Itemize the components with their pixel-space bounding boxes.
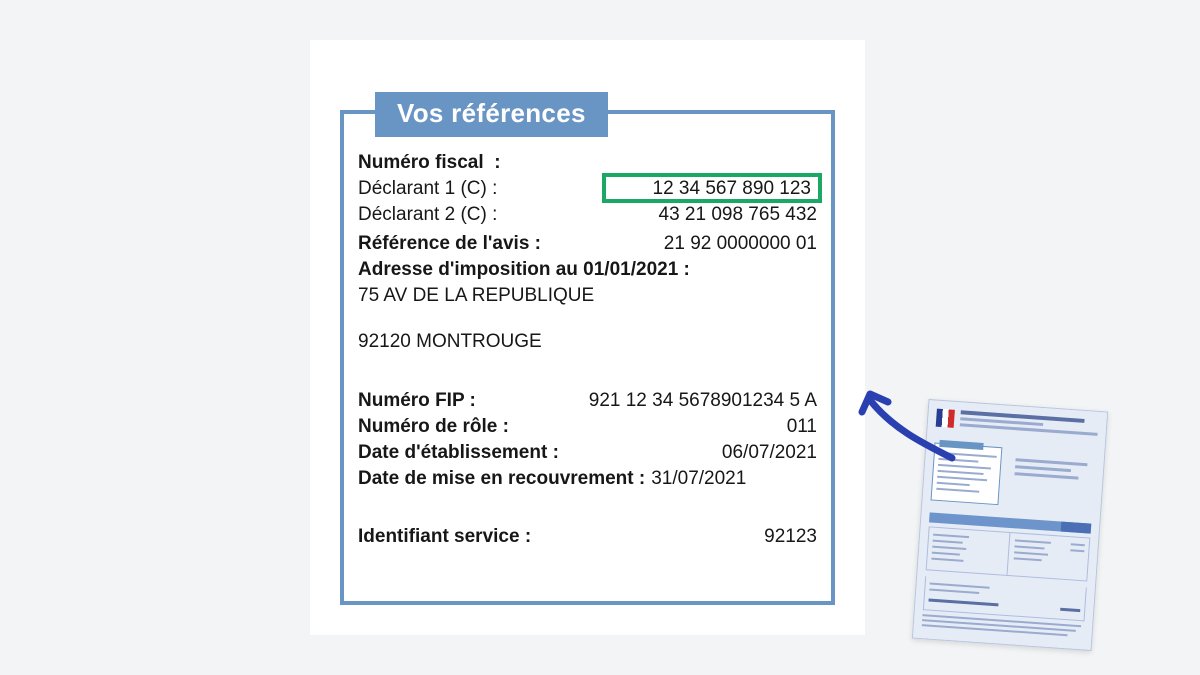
thumb-table: [926, 526, 1091, 581]
numero-fiscal-label: Numéro fiscal :: [358, 150, 501, 176]
reference-card: Vos références Numéro fiscal : Déclarant…: [310, 40, 865, 635]
thumb-summary: [923, 576, 1087, 621]
reference-avis-label: Référence de l'avis :: [358, 231, 541, 257]
adresse-line2: 92120 MONTROUGE: [358, 329, 542, 355]
numero-fip-value: 921 12 34 5678901234 5 A: [589, 388, 817, 414]
thumb-header-lines: [959, 410, 1098, 446]
document-thumbnail: [912, 399, 1108, 651]
adresse-imposition-label: Adresse d'imposition au 01/01/2021 :: [358, 257, 690, 283]
date-recouvrement-label: Date de mise en recouvrement :: [358, 466, 645, 492]
thumb-amount-badge: [1061, 522, 1092, 534]
card-title-banner: Vos références: [375, 92, 608, 137]
thumb-header: [935, 409, 1098, 446]
date-etablissement-value: 06/07/2021: [722, 440, 817, 466]
numero-fip-label: Numéro FIP :: [358, 388, 476, 414]
identifiant-service-value: 92123: [764, 524, 817, 550]
adresse-line1: 75 AV DE LA REPUBLIQUE: [358, 283, 594, 309]
reference-avis-value: 21 92 0000000 01: [664, 231, 817, 257]
numero-role-label: Numéro de rôle :: [358, 414, 509, 440]
declarant2-value: 43 21 098 765 432: [659, 202, 818, 228]
thumb-address: [1014, 458, 1095, 485]
identifiant-service-label: Identifiant service :: [358, 524, 531, 550]
thumb-reference-box: [931, 443, 1003, 506]
flag-icon: [936, 409, 955, 428]
numero-role-value: 011: [787, 414, 817, 440]
declarant1-value: 12 34 567 890 123: [653, 176, 818, 202]
date-etablissement-label: Date d'établissement :: [358, 440, 559, 466]
declarant2-label: Déclarant 2 (C) :: [358, 202, 497, 228]
card-content: Numéro fiscal : Déclarant 1 (C) : 12 34 …: [358, 150, 817, 587]
declarant1-label: Déclarant 1 (C) :: [358, 176, 497, 202]
date-recouvrement-value: 31/07/2021: [651, 466, 746, 492]
